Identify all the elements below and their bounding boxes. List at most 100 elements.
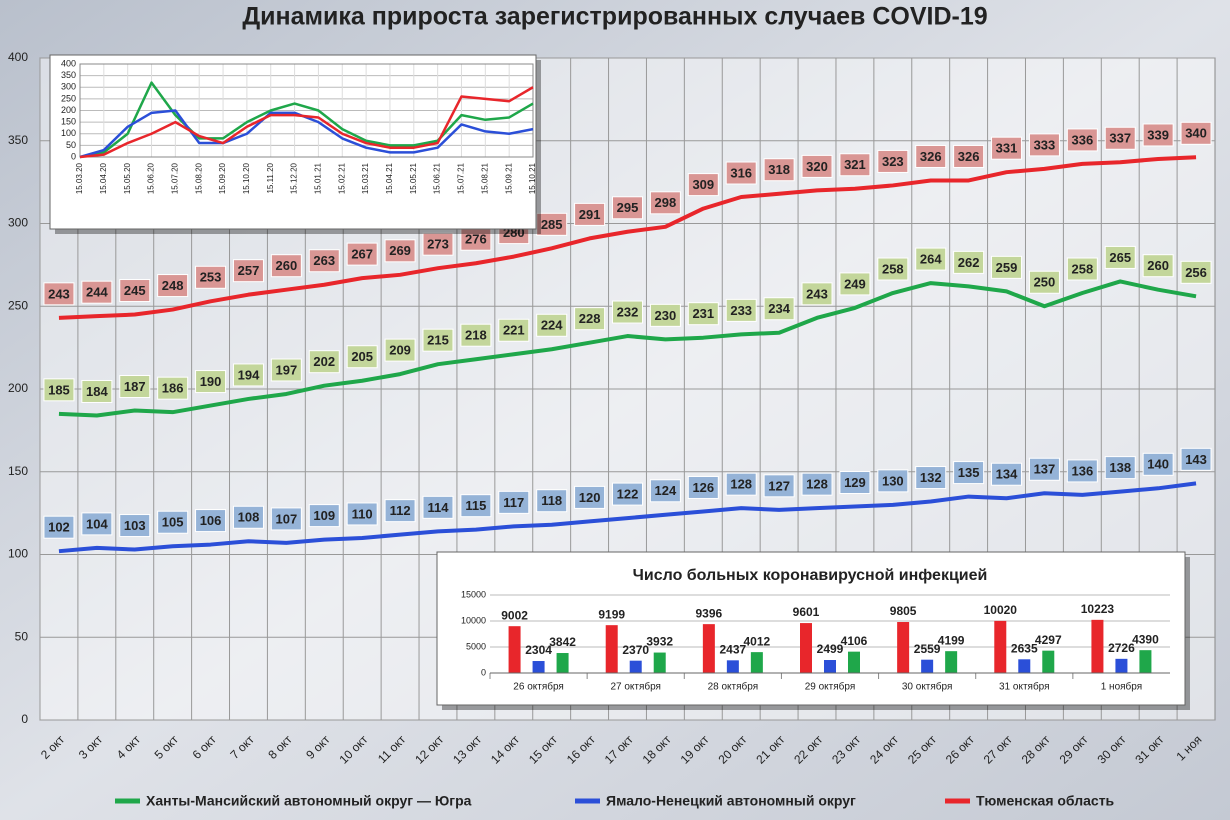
data-label: 9396 xyxy=(696,606,723,620)
data-label: 109 xyxy=(313,508,335,523)
data-label: 295 xyxy=(617,200,639,215)
y-tick-label: 0 xyxy=(481,667,486,677)
data-label: 202 xyxy=(313,354,335,369)
data-label-box xyxy=(195,370,227,394)
data-label: 4012 xyxy=(744,634,771,648)
y-tick-label: 100 xyxy=(61,128,76,138)
data-label-box xyxy=(574,202,606,226)
x-tick-label: 29 октября xyxy=(805,681,856,693)
data-label: 9199 xyxy=(598,607,625,621)
data-label: 128 xyxy=(806,477,828,492)
data-label: 243 xyxy=(806,286,828,301)
x-tick-label: 27 октября xyxy=(610,681,661,693)
data-label: 2635 xyxy=(1011,641,1038,655)
y-tick-label: 10000 xyxy=(461,615,486,625)
x-tick-label: 15.06.21 xyxy=(433,162,442,194)
data-label: 2726 xyxy=(1108,641,1135,655)
data-label: 298 xyxy=(655,195,677,210)
data-label: 2304 xyxy=(525,643,552,657)
x-tick-label: 15.07.20 xyxy=(170,162,179,194)
data-label-box xyxy=(1142,123,1174,147)
bar xyxy=(726,660,739,673)
y-tick-label: 400 xyxy=(8,50,28,64)
data-label-box xyxy=(915,144,947,168)
data-label: 120 xyxy=(579,490,601,505)
x-tick-label: 15.10.20 xyxy=(242,162,251,194)
y-tick-label: 350 xyxy=(61,70,76,80)
series-line xyxy=(58,155,1197,320)
series-line xyxy=(79,81,534,159)
y-tick-label: 250 xyxy=(61,93,76,103)
y-tick-label: 5000 xyxy=(466,641,486,651)
data-label-box xyxy=(1180,260,1212,284)
y-tick-label: 350 xyxy=(8,133,28,147)
data-label: 215 xyxy=(427,333,449,348)
data-label: 108 xyxy=(238,510,260,525)
data-label: 128 xyxy=(730,477,752,492)
data-label: 265 xyxy=(1109,250,1131,265)
legend-label: Ямало-Ненецкий автономный округ xyxy=(606,793,856,809)
data-label: 269 xyxy=(389,243,411,258)
data-label-box xyxy=(384,499,416,523)
inset-panel xyxy=(49,54,537,230)
data-label: 221 xyxy=(503,323,525,338)
bar xyxy=(800,623,812,673)
data-label-box xyxy=(991,462,1023,486)
data-label-box xyxy=(953,144,985,168)
data-label: 273 xyxy=(427,237,449,252)
data-label: 256 xyxy=(1185,265,1207,280)
x-tick-label: 15.08.20 xyxy=(194,162,203,194)
data-label-box xyxy=(422,232,454,256)
data-label: 9805 xyxy=(890,604,917,618)
data-label-box xyxy=(384,338,416,362)
data-label-box xyxy=(232,363,264,387)
data-label: 114 xyxy=(427,500,449,515)
data-label: 4199 xyxy=(938,633,965,647)
x-tick-label: 1 ноября xyxy=(1101,681,1142,693)
data-label-box xyxy=(384,239,416,263)
data-label-box xyxy=(649,191,681,215)
data-label-box xyxy=(953,250,985,274)
bar xyxy=(1018,659,1031,673)
data-label: 134 xyxy=(996,467,1018,482)
data-label-box xyxy=(839,153,871,177)
data-label-box xyxy=(574,307,606,331)
data-label-box xyxy=(536,489,568,513)
data-label: 4106 xyxy=(841,634,868,648)
data-label-box xyxy=(1066,257,1098,281)
x-tick-label: 15.12.20 xyxy=(290,162,299,194)
x-tick-label: 15.04.20 xyxy=(99,162,108,194)
data-label-box xyxy=(536,212,568,236)
data-label: 9002 xyxy=(501,608,528,622)
data-label-box xyxy=(460,323,492,347)
data-label: 104 xyxy=(86,516,108,531)
data-label-box xyxy=(1180,447,1212,471)
y-tick-label: 200 xyxy=(61,105,76,115)
data-label-box xyxy=(157,376,189,400)
data-label-box xyxy=(839,471,871,495)
data-label-box xyxy=(270,507,302,531)
data-label-box xyxy=(498,318,530,342)
data-label: 250 xyxy=(1034,275,1056,290)
data-label-box xyxy=(119,375,151,399)
data-label-box xyxy=(1066,459,1098,483)
data-label: 130 xyxy=(882,473,904,488)
data-label: 276 xyxy=(465,232,487,247)
data-label: 132 xyxy=(920,470,942,485)
data-label: 2499 xyxy=(817,642,844,656)
data-label: 137 xyxy=(1034,462,1056,477)
plot-border xyxy=(79,63,534,158)
data-label-box xyxy=(422,495,454,519)
data-label-box xyxy=(687,173,719,197)
data-label-box xyxy=(991,255,1023,279)
data-label: 260 xyxy=(1147,258,1169,273)
bar xyxy=(532,661,545,673)
y-tick-label: 150 xyxy=(61,117,76,127)
data-label: 231 xyxy=(692,306,714,321)
data-label: 320 xyxy=(806,159,828,174)
data-label: 267 xyxy=(351,247,373,262)
data-label-box xyxy=(1142,452,1174,476)
data-label: 245 xyxy=(124,283,146,298)
data-label: 224 xyxy=(541,318,563,333)
data-label: 234 xyxy=(768,301,790,316)
